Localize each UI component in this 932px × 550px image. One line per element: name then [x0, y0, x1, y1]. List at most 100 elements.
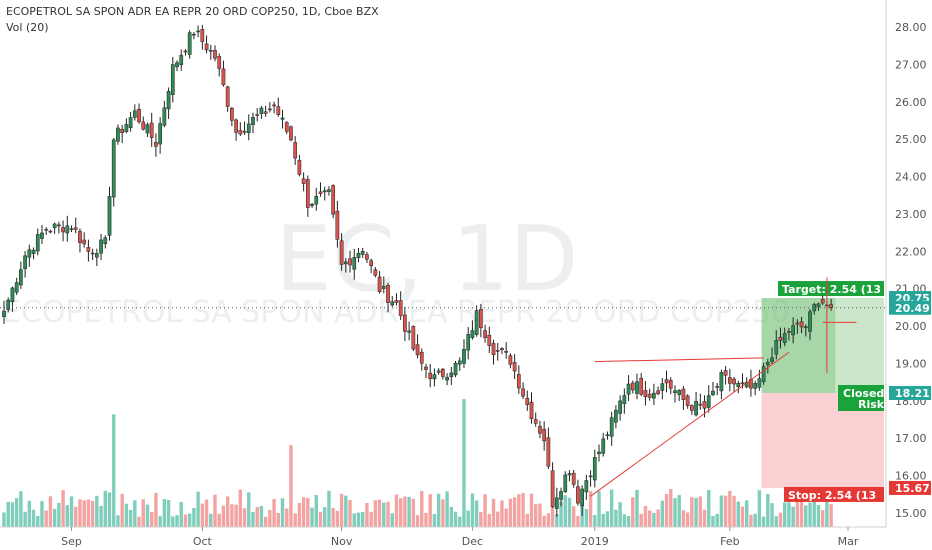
- trend-lines[interactable]: [590, 277, 857, 497]
- volume-bar-184: [778, 512, 783, 527]
- candle-body-12: [52, 223, 57, 229]
- price-tag-bg-2: [889, 385, 931, 400]
- volume-bar-17: [74, 506, 78, 527]
- volume-bar-82: [348, 500, 352, 527]
- candle-body-0: [2, 310, 6, 317]
- volume-bar-135: [572, 506, 576, 527]
- volume-bar-18: [78, 499, 82, 527]
- candle-body-158: [668, 380, 673, 389]
- symbol-title[interactable]: ECOPETROL SA SPON ADR EA REPR 20 ORD COP…: [6, 5, 379, 18]
- candle-body-98: [415, 344, 420, 356]
- volume-bar-38: [162, 499, 167, 527]
- volume-bar-67: [285, 508, 289, 527]
- volume-bar-44: [187, 513, 192, 527]
- time-tick-1: Oct: [193, 535, 213, 548]
- volume-bar-104: [441, 499, 445, 527]
- volume-bar-21: [90, 500, 95, 527]
- price-axis[interactable]: 15.0016.0017.0018.0019.0020.0021.0022.00…: [895, 21, 927, 520]
- volume-bar-81: [344, 495, 348, 527]
- volume-bar-102: [432, 514, 437, 527]
- volume-bar-43: [183, 514, 188, 527]
- volume-bar-3: [14, 498, 19, 527]
- symbol-watermark: EC, 1D ECOPETROL SA SPON ADR EA REPR 20 …: [2, 207, 790, 330]
- volume-bar-54: [230, 504, 234, 527]
- volume-bar-19: [82, 500, 86, 527]
- volume-bar-1: [6, 501, 10, 527]
- candle-body-87: [369, 260, 373, 266]
- candle-body-28: [120, 129, 125, 134]
- candle-body-112: [474, 310, 479, 335]
- volume-bar-182: [770, 503, 774, 527]
- candle-body-114: [483, 330, 487, 338]
- candle-body-97: [411, 326, 416, 350]
- volume-bar-92: [390, 513, 394, 527]
- volume-bar-45: [192, 507, 196, 527]
- candle-body-146: [618, 400, 622, 414]
- candle-body-144: [609, 417, 614, 437]
- target-label: Target: 2.54 (13: [778, 281, 884, 297]
- candle-body-131: [554, 497, 559, 509]
- volume-bar-139: [588, 490, 593, 527]
- candle-body-75: [318, 191, 323, 194]
- candle-body-135: [571, 472, 576, 485]
- candle-body-143: [605, 434, 610, 436]
- volume-bar-117: [496, 511, 500, 527]
- price-tick-7: 22.00: [895, 245, 927, 258]
- volume-bars: [2, 399, 833, 527]
- candle-body-142: [601, 438, 606, 454]
- candle-body-185: [782, 333, 787, 343]
- target-label-bg: [778, 281, 884, 297]
- candle-body-38: [162, 107, 167, 126]
- volume-bar-107: [453, 511, 458, 527]
- time-axis[interactable]: Sep Oct Nov Dec 2019 Feb Mar: [61, 527, 859, 548]
- candle-body-82: [348, 258, 352, 266]
- volume-bar-116: [491, 498, 496, 527]
- candle-body-73: [310, 203, 314, 206]
- candle-body-173: [732, 378, 736, 385]
- volume-bar-175: [740, 506, 745, 527]
- time-tick-4: 2019: [581, 535, 609, 548]
- candle-body-105: [445, 376, 449, 381]
- volume-bar-11: [48, 496, 53, 527]
- volume-bar-173: [732, 495, 736, 527]
- candle-body-95: [403, 314, 407, 332]
- volume-bar-86: [365, 503, 369, 527]
- candle-body-20: [86, 247, 91, 252]
- candle-body-193: [816, 303, 821, 307]
- candle-body-55: [234, 119, 238, 133]
- candle-body-78: [331, 185, 336, 215]
- volume-bar-0: [2, 512, 6, 527]
- volume-bar-31: [133, 500, 137, 527]
- volume-bar-73: [310, 507, 314, 527]
- candle-body-69: [293, 142, 298, 159]
- volume-bar-15: [65, 505, 69, 527]
- candle-body-152: [643, 390, 648, 398]
- candle-body-76: [322, 190, 327, 193]
- candle-body-17: [73, 227, 78, 230]
- candle-body-80: [339, 240, 344, 265]
- volume-bar-146: [618, 502, 622, 527]
- candle-body-141: [597, 451, 601, 454]
- candle-body-103: [436, 370, 441, 373]
- volume-bar-196: [829, 504, 833, 527]
- trend-line-0: [590, 351, 790, 497]
- volume-bar-14: [61, 490, 65, 527]
- candle-body-166: [702, 401, 707, 409]
- volume-bar-84: [356, 512, 361, 527]
- candle-body-102: [432, 374, 437, 380]
- volume-bar-160: [677, 495, 681, 527]
- candle-body-57: [242, 131, 247, 133]
- volume-bar-28: [120, 493, 124, 527]
- candle-body-4: [19, 269, 23, 286]
- volume-bar-33: [141, 499, 145, 527]
- volume-bar-53: [225, 496, 230, 527]
- candle-body-24: [103, 237, 108, 245]
- price-tag-text-3: 15.67: [895, 482, 930, 495]
- volume-indicator-label[interactable]: Vol (20): [6, 21, 49, 34]
- volume-bar-68: [289, 445, 293, 527]
- volume-bar-157: [664, 494, 669, 527]
- volume-bar-47: [200, 503, 205, 527]
